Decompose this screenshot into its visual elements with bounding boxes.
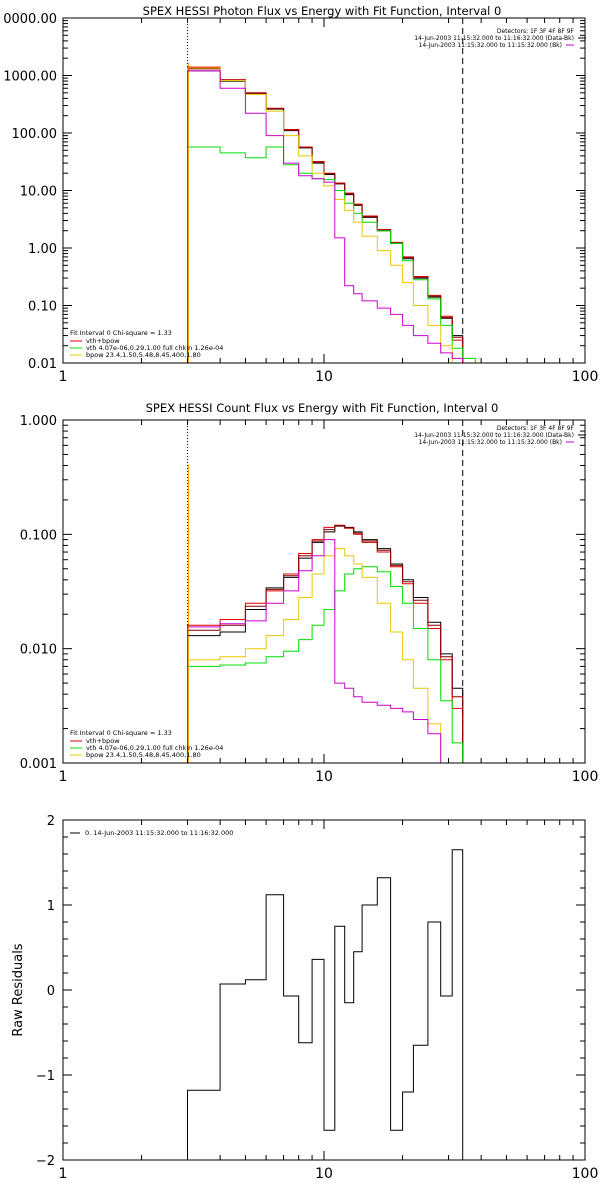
photon-flux-header: Detectors: 1F 3F 4F 8F 9F 14-Jun-2003 11… xyxy=(414,28,586,49)
y-tick-label: 1 xyxy=(47,899,55,914)
residuals-panel: 1 10 100 −2 −1 0 1 2 Raw Residuals 0. 14-Jun-20… xyxy=(11,814,598,1182)
y-tick-label: 0.01 xyxy=(28,357,57,372)
y-tick-label: 0.010 xyxy=(20,643,57,658)
legend-fit-title: Fit Interval 0 Chi-square = 1.33 xyxy=(70,329,172,337)
residuals-ylabel: Raw Residuals xyxy=(11,943,26,1036)
y-tick-label: 0.10 xyxy=(28,300,57,315)
y-tick-label: 1.00 xyxy=(28,242,57,257)
legend-label-bpow: bpow 23.4,1.50,5.48,8.45,400,1.80 xyxy=(86,751,201,759)
photon-flux-axes: 1 10 100 0.01 0.10 1.00 10.00 100.00 1000.00 0000… xyxy=(3,12,598,385)
x-tick-label: 1 xyxy=(59,769,68,785)
series-line-1 xyxy=(187,66,464,363)
series-line-1 xyxy=(187,524,464,763)
photon-flux-title: SPEX HESSI Photon Flux vs Energy with Fi… xyxy=(143,4,502,18)
y-tick-label: −1 xyxy=(36,1069,55,1084)
series-line-0 xyxy=(187,525,476,763)
y-tick-label: 1000.00 xyxy=(3,70,57,85)
series-line-3 xyxy=(187,146,476,363)
legend-label-data: 0. 14-Jun-2003 11:15:32.000 to 11:16:32.… xyxy=(85,829,233,837)
y-tick-label: 2 xyxy=(47,814,55,829)
legend-label-vth: vth 4.07e-06,0.29,1.00 full chkin 1.26e-… xyxy=(86,744,223,752)
header-bk-interval: 14-Jun-2003 11:15:32.000 to 11:15:32.000… xyxy=(419,42,562,49)
count-flux-panel: SPEX HESSI Count Flux vs Energy with Fit… xyxy=(20,401,599,785)
series-line-3 xyxy=(187,566,476,763)
x-tick-label: 1 xyxy=(59,369,68,385)
header-data-interval: 14-Jun-2003 11:15:32.000 to 11:16:32.000… xyxy=(414,432,574,439)
y-tick-label: 0.001 xyxy=(20,757,57,772)
y-tick-label: 0 xyxy=(47,984,55,999)
count-flux-legend: Fit Interval 0 Chi-square = 1.33 vth+bpo… xyxy=(70,729,223,759)
y-tick-label: 0000.00 xyxy=(3,12,57,27)
photon-flux-panel: SPEX HESSI Photon Flux vs Energy with Fi… xyxy=(3,4,598,385)
x-tick-label: 10 xyxy=(315,369,333,385)
count-flux-header: Detectors: 1F 3F 4F 8F 9F 14-Jun-2003 11… xyxy=(414,425,586,446)
residuals-axes: 1 10 100 −2 −1 0 1 2 xyxy=(36,814,599,1182)
legend-label-total: vth+bpow xyxy=(86,337,120,345)
series-line-4 xyxy=(187,67,463,363)
series-line-0 xyxy=(187,849,464,1160)
y-tick-label: 1.000 xyxy=(20,414,57,429)
residuals-legend: 0. 14-Jun-2003 11:15:32.000 to 11:16:32.… xyxy=(70,829,233,837)
photon-flux-legend: Fit Interval 0 Chi-square = 1.33 vth+bpo… xyxy=(70,329,223,359)
count-flux-plot xyxy=(187,420,476,763)
photon-flux-plot xyxy=(187,18,476,363)
series-line-0 xyxy=(187,70,464,363)
y-tick-label: 100.00 xyxy=(12,127,58,142)
count-flux-title: SPEX HESSI Count Flux vs Energy with Fit… xyxy=(146,401,499,415)
series-line-5 xyxy=(187,539,442,763)
series-line-2 xyxy=(187,68,464,363)
header-detectors: Detectors: 1F 3F 4F 8F 9F xyxy=(497,425,575,432)
legend-label-vth: vth 4.07e-06,0.29,1.00 full chkin 1.26e-… xyxy=(86,344,223,352)
header-detectors: Detectors: 1F 3F 4F 8F 9F xyxy=(497,28,575,35)
plot-frame xyxy=(62,419,586,764)
plot-frame xyxy=(62,17,586,364)
series-line-5 xyxy=(187,70,464,363)
y-tick-label: −2 xyxy=(36,1154,55,1169)
header-data-interval: 14-Jun-2003 11:15:32.000 to 11:16:32.000… xyxy=(414,35,574,42)
series-line-4 xyxy=(187,548,453,763)
x-tick-label: 100 xyxy=(572,369,599,385)
y-tick-label: 10.00 xyxy=(20,185,57,200)
y-tick-label: 0.100 xyxy=(20,528,57,543)
series-line-2 xyxy=(187,525,464,763)
x-tick-label: 10 xyxy=(315,1166,333,1182)
x-tick-label: 10 xyxy=(315,769,333,785)
legend-fit-title: Fit Interval 0 Chi-square = 1.33 xyxy=(70,729,172,737)
legend-label-total: vth+bpow xyxy=(86,737,120,745)
residuals-plot xyxy=(187,849,464,1160)
x-tick-label: 100 xyxy=(572,769,599,785)
count-flux-axes: 1 10 100 0.001 0.010 0.100 1.000 xyxy=(20,414,599,785)
x-tick-label: 1 xyxy=(59,1166,68,1182)
legend-label-bpow: bpow 23.4,1.50,5.48,8.45,400,1.80 xyxy=(86,351,201,359)
header-bk-interval: 14-Jun-2003 11:15:32.000 to 11:15:32.000… xyxy=(419,439,562,446)
x-tick-label: 100 xyxy=(572,1166,599,1182)
